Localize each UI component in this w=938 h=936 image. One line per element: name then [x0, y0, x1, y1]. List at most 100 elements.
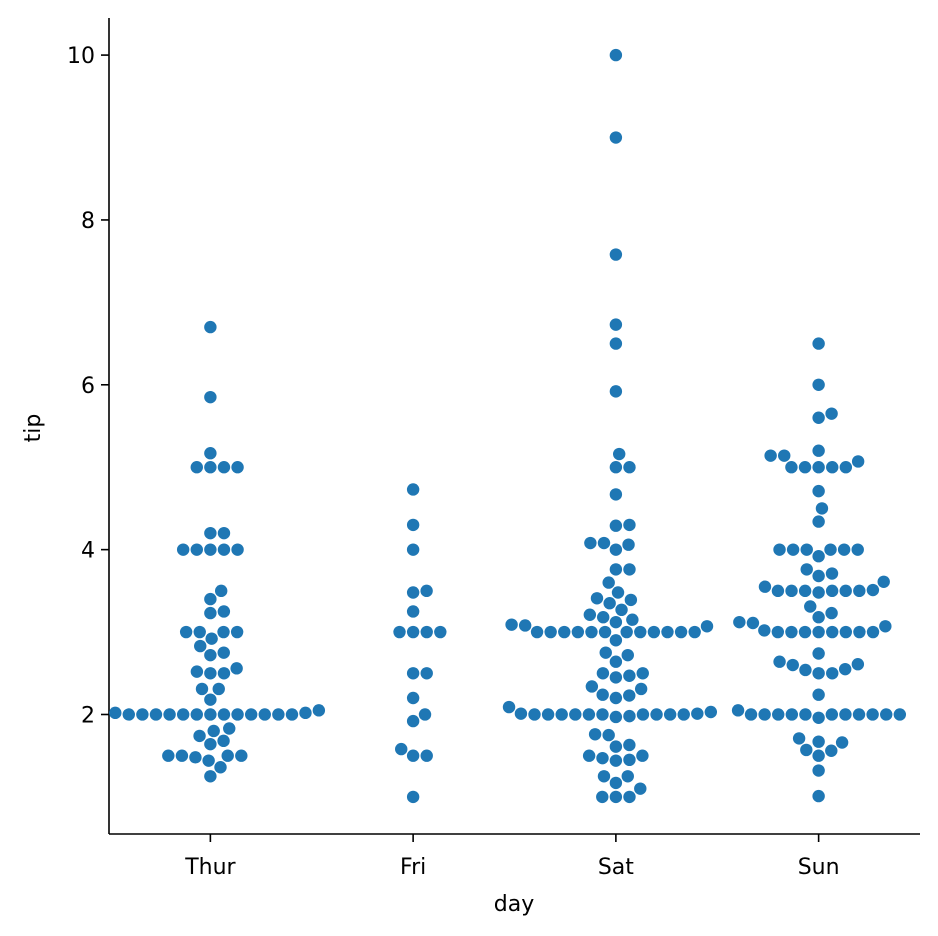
data-point-thur: [202, 754, 215, 767]
data-point-thur: [204, 390, 217, 404]
data-point-sat: [609, 337, 623, 350]
data-point-sun: [785, 461, 798, 474]
data-point-sat: [613, 447, 626, 461]
data-point-thur: [163, 708, 176, 721]
data-point-sat: [514, 707, 528, 720]
x-axis-label: day: [494, 892, 534, 917]
data-point-fri: [406, 543, 420, 556]
data-point-sun: [812, 515, 825, 528]
data-point-sat: [621, 770, 634, 783]
data-point-sun: [839, 461, 853, 474]
data-point-sat: [663, 708, 677, 721]
y-tick-label: 6: [81, 374, 95, 399]
data-point-sun: [812, 749, 825, 762]
data-point-sun: [772, 708, 785, 721]
data-point-thur: [162, 749, 175, 762]
data-point-sat: [571, 625, 585, 639]
data-point-thur: [204, 708, 217, 721]
data-point-sun: [839, 584, 852, 598]
data-point-sat: [626, 613, 639, 626]
data-point-fri: [406, 790, 420, 804]
data-point-thur: [230, 662, 243, 675]
data-point-thur: [207, 724, 220, 738]
data-point-sat: [623, 563, 636, 576]
data-point-thur: [189, 751, 202, 764]
data-point-fri: [406, 518, 420, 532]
data-point-sat: [585, 625, 598, 639]
data-point-sat: [609, 543, 623, 556]
data-point-sun: [825, 407, 838, 420]
data-point-fri: [406, 586, 420, 599]
data-point-thur: [258, 708, 271, 721]
data-point-thur: [272, 708, 285, 721]
data-point-sat: [622, 538, 635, 551]
data-point-sun: [812, 789, 825, 803]
data-point-thur: [212, 682, 225, 696]
data-point-sat: [582, 749, 596, 762]
data-point-sun: [799, 663, 812, 677]
data-point-sun: [825, 567, 839, 580]
data-point-sat: [609, 776, 623, 790]
y-axis-ticks: 2 4 6 8 10: [67, 44, 109, 728]
data-point-sat: [609, 754, 623, 767]
data-point-sat: [597, 770, 611, 783]
data-point-thur: [244, 708, 258, 721]
data-point-sun: [824, 543, 837, 556]
data-point-sat: [609, 563, 623, 576]
data-point-sat: [609, 48, 623, 62]
data-point-sun: [812, 586, 825, 599]
data-point-sun: [812, 444, 825, 457]
data-points: [109, 48, 907, 804]
data-point-sat: [609, 131, 623, 144]
data-point-sat: [623, 738, 636, 752]
data-point-fri: [406, 749, 420, 762]
data-point-sat: [700, 620, 714, 633]
data-point-sun: [825, 584, 839, 598]
data-point-sat: [609, 634, 623, 647]
data-point-thur: [205, 632, 218, 645]
data-point-thur: [221, 749, 234, 762]
data-point-sat: [636, 749, 649, 762]
x-tick-label: Sun: [798, 855, 840, 880]
data-point-sat: [609, 691, 623, 705]
data-point-sun: [812, 550, 825, 563]
data-point-sat: [609, 385, 623, 398]
data-point-sat: [585, 680, 599, 693]
data-point-sat: [609, 740, 623, 753]
data-point-sun: [851, 543, 864, 556]
data-point-fri: [420, 625, 433, 639]
data-point-thur: [230, 625, 244, 639]
data-point-thur: [217, 461, 231, 474]
data-point-fri: [420, 749, 433, 762]
data-point-sat: [602, 728, 615, 742]
data-point-sat: [609, 615, 623, 629]
data-point-fri: [393, 625, 406, 639]
data-point-fri: [395, 742, 408, 756]
data-point-fri: [406, 625, 420, 639]
data-point-sat: [596, 751, 609, 765]
data-point-sun: [792, 732, 806, 745]
data-point-sat: [590, 592, 604, 605]
data-point-thur: [235, 749, 248, 762]
data-point-sat: [623, 669, 636, 682]
data-point-fri: [418, 708, 432, 721]
data-point-thur: [190, 665, 204, 678]
data-point-sun: [812, 735, 825, 748]
data-point-sat: [609, 248, 623, 261]
data-point-sat: [661, 625, 674, 639]
data-point-sat: [634, 625, 647, 639]
y-tick-label: 8: [81, 209, 95, 234]
data-point-sun: [812, 378, 825, 391]
data-point-sat: [599, 646, 612, 659]
data-point-sun: [880, 708, 893, 721]
data-point-sat: [541, 708, 555, 721]
data-point-thur: [231, 708, 244, 721]
data-point-sat: [688, 625, 701, 639]
data-point-sun: [785, 708, 799, 721]
data-point-thur: [204, 770, 217, 783]
data-point-sat: [558, 625, 571, 639]
data-point-fri: [406, 605, 420, 618]
data-point-sun: [826, 625, 839, 639]
data-point-sat: [530, 625, 544, 639]
